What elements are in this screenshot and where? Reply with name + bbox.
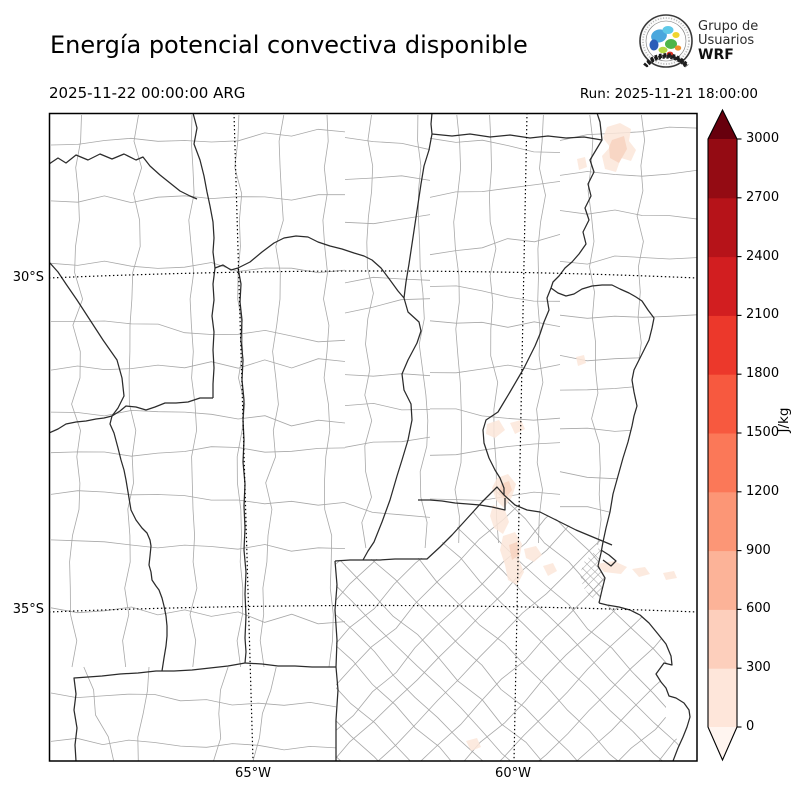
cape-patch [510,420,525,434]
graticule-lines [50,114,697,761]
cape-patch [509,542,519,560]
province-boundary [334,560,339,761]
province-boundary [237,235,405,299]
colorbar-segment [708,433,737,493]
meridian-60w [513,114,528,761]
province-boundary [598,602,691,761]
province-boundary [50,262,125,417]
logo-text-line1: Grupo de [698,19,759,34]
colorbar-tick-label: 0 [746,719,755,734]
province-boundary [600,549,617,567]
lat-label-30s: 30°S [12,270,44,285]
map-frame [48,112,698,762]
colorbar-segment [708,374,737,434]
cape-patch [609,136,627,163]
cape-patch [499,481,512,499]
cape-patch [597,561,627,574]
colorbar-arrow-up [708,110,737,139]
wrf-users-group-logo-icon [639,14,693,68]
cape-patch [543,563,557,576]
cape-patch [576,355,586,366]
province-boundary [211,267,216,398]
colorbar-tick-label: 2100 [746,307,780,323]
colorbar-segment [708,550,737,610]
colorbar [707,108,742,762]
colorbar-tick-label: 2400 [746,248,780,264]
colorbar-tick-label: 900 [746,542,771,558]
meridian-65w [233,114,254,761]
province-boundary [237,267,247,664]
plot-title: Energía potencial convectiva disponible [50,31,528,59]
colorbar-tick-label: 2700 [746,189,780,205]
colorbar-segment [708,668,737,728]
province-boundary [244,662,336,668]
province-boundary [362,114,433,561]
lon-label-65w: 65°W [235,766,271,781]
map-interior [50,114,697,761]
cape-patch [466,738,481,751]
cape-patch [486,420,505,438]
colorbar-segment [708,256,737,316]
province-boundary [334,486,613,562]
colorbar-segment [708,139,737,199]
colorbar-tick-label: 300 [746,660,771,676]
lon-label-60w: 60°W [495,766,531,781]
logo-text-line3: WRF [698,47,734,63]
province-boundaries [50,114,691,761]
province-boundary [431,133,603,141]
colorbar-segment [708,491,737,552]
colorbar-arrow-down [708,727,737,760]
colorbar-tick-label: 1200 [746,483,780,499]
colorbar-segment [708,609,737,669]
colorbar-tick-label: 1500 [746,425,780,440]
colorbar-segment [708,197,737,258]
province-boundary [73,662,246,761]
colorbar-tick-label: 1800 [746,366,780,382]
province-boundary [550,114,603,289]
colorbar-segment [708,315,737,375]
cape-patch [524,546,542,562]
province-boundary [482,287,552,495]
cape-patch [663,571,677,580]
lat-label-35s: 35°S [12,602,44,617]
valid-time-label: 2025-11-22 00:00:00 ARG [49,84,246,102]
colorbar-units-label: J/kg [776,407,792,433]
run-time-label: Run: 2025-11-21 18:00:00 [579,86,758,102]
parallel-30s [50,270,697,279]
colorbar-tick-label: 3000 [746,131,780,146]
province-boundary [50,153,198,200]
province-boundary [418,498,506,511]
cape-shaded-areas [466,123,677,751]
cape-patch [490,505,509,534]
logo-text-line2: Usuarios [698,33,755,48]
province-boundary [550,284,655,604]
cape-patch [577,157,587,170]
water-mask [598,318,697,761]
parallel-35s [50,604,697,613]
province-boundary [214,264,239,271]
colorbar-tick-label: 600 [746,601,771,617]
cape-patch [632,567,650,577]
province-boundary [109,415,168,672]
province-boundary [192,114,216,269]
province-boundary [50,397,213,434]
